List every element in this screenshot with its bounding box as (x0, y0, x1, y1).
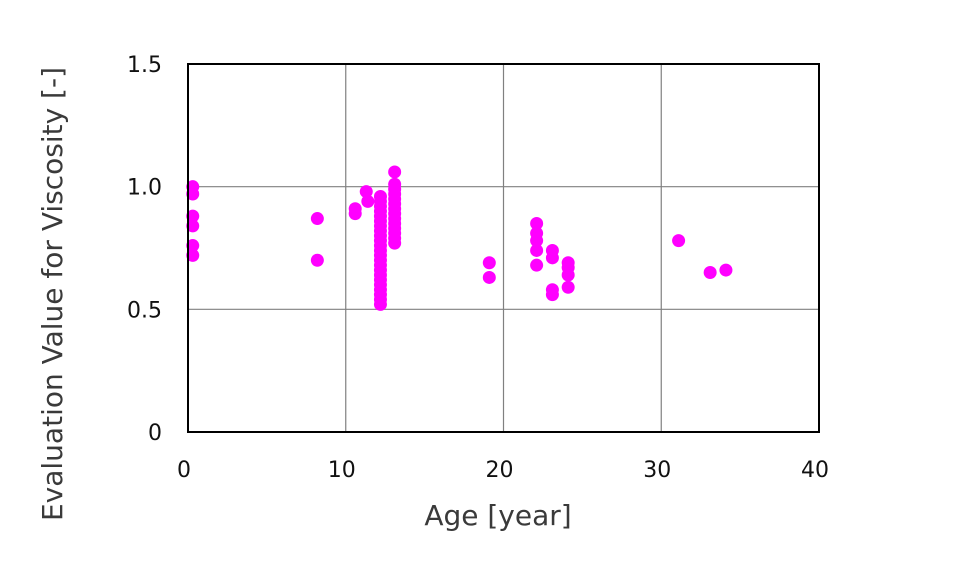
data-point (530, 243, 544, 257)
data-point (530, 258, 544, 272)
data-point (482, 270, 496, 284)
x-tick-label: 40 (801, 458, 829, 483)
plot-area (186, 63, 820, 433)
x-axis-title: Age [year] (424, 499, 571, 532)
x-tick-label: 20 (486, 458, 514, 483)
data-point (482, 256, 496, 270)
plot-frame (187, 63, 820, 433)
data-points (186, 165, 733, 311)
data-point (359, 185, 373, 199)
data-point (672, 234, 686, 248)
grid-lines (188, 64, 819, 432)
data-point (719, 263, 733, 277)
data-point (186, 239, 200, 253)
data-point (310, 212, 324, 226)
data-point (373, 297, 387, 311)
data-point (388, 236, 402, 250)
data-point (186, 248, 200, 262)
y-tick-label: 0.5 (127, 298, 162, 323)
x-tick-label: 30 (643, 458, 671, 483)
x-tick-label: 10 (328, 458, 356, 483)
data-point (348, 207, 362, 221)
data-point (186, 187, 200, 201)
data-point (388, 165, 402, 179)
data-point (530, 234, 544, 248)
y-axis-tick-labels: 0 0.5 1.0 1.5 (127, 53, 162, 446)
x-tick-label: 0 (177, 458, 191, 483)
y-tick-label: 0 (148, 421, 162, 446)
data-point (361, 194, 375, 208)
data-point (545, 251, 559, 265)
data-point (530, 216, 544, 230)
data-point (703, 266, 717, 280)
data-point (561, 280, 575, 294)
data-point (186, 219, 200, 233)
y-tick-label: 1.5 (127, 53, 162, 78)
x-axis-tick-labels: 0 10 20 30 40 (177, 458, 829, 483)
data-point (545, 288, 559, 302)
y-axis-title: Evaluation Value for Viscosity [-] (36, 67, 69, 521)
data-point (310, 253, 324, 267)
data-point (186, 209, 200, 223)
y-tick-label: 1.0 (127, 176, 162, 201)
data-point (561, 268, 575, 282)
